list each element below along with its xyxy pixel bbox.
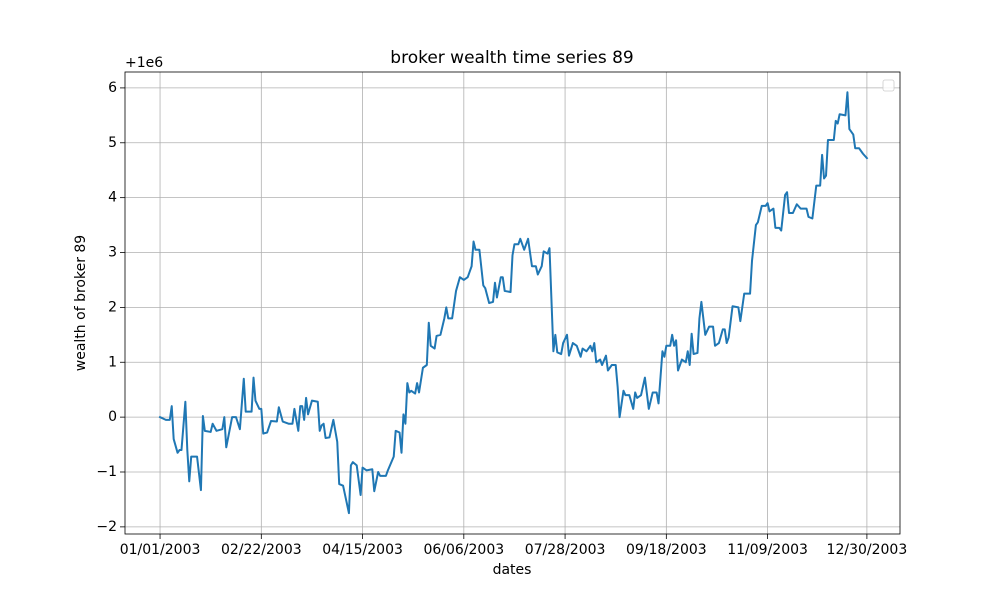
- plot-frame: [124, 71, 901, 535]
- y-tick-label: 0: [108, 409, 117, 425]
- chart-title: broker wealth time series 89: [390, 48, 633, 68]
- y-tick-label: 3: [108, 245, 117, 261]
- x-tick-label: 01/01/2003: [120, 542, 201, 558]
- x-tick-label: 09/18/2003: [626, 542, 707, 558]
- x-tick-label: 04/15/2003: [322, 542, 403, 558]
- legend-box: [882, 79, 895, 92]
- x-tick-label: 02/22/2003: [221, 542, 302, 558]
- x-tick-label: 11/09/2003: [727, 542, 808, 558]
- data-line: [158, 91, 869, 515]
- y-tick-label: 5: [108, 135, 117, 151]
- y-tick-label: −2: [96, 519, 117, 535]
- y-offset-text: +1e6: [125, 55, 163, 71]
- x-tick-label: 06/06/2003: [423, 542, 504, 558]
- x-axis-label: dates: [493, 562, 532, 578]
- y-tick-label: 4: [108, 190, 117, 206]
- y-tick-label: 2: [108, 299, 117, 315]
- x-tick-label: 07/28/2003: [525, 542, 606, 558]
- y-tick-label: −1: [96, 464, 117, 480]
- x-tick-label: 12/30/2003: [827, 542, 908, 558]
- y-axis-label: wealth of broker 89: [73, 235, 89, 371]
- y-tick-label: 6: [108, 80, 117, 96]
- y-tick-label: 1: [108, 354, 117, 370]
